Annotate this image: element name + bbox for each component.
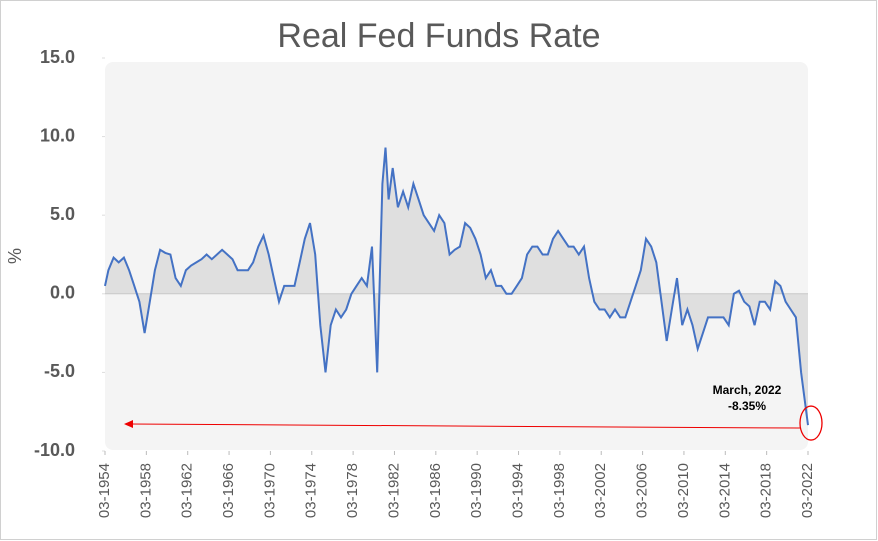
x-tick-label: 03-1954 [96,463,113,518]
arrow-line [129,423,801,429]
line [104,147,809,426]
x-tick-label: 03-2006 [634,463,651,518]
x-tick-label: 03-1994 [509,463,526,518]
y-tick-label: 5.0 [50,204,75,224]
x-tick-label: 03-1974 [303,463,320,518]
annotation-date: March, 2022 [713,383,782,397]
x-tick-label: 03-1982 [385,463,402,518]
annotation-value: -8.35% [728,399,766,413]
x-tick-label: 03-2014 [716,463,733,518]
x-tick-label: 03-1998 [551,463,568,518]
highlight-circle [799,405,823,441]
arrow-head [124,420,133,429]
x-tick-label: 03-2022 [799,463,816,518]
chart-title: Real Fed Funds Rate [277,17,600,55]
y-tick-label: -5.0 [44,361,75,381]
x-tick-label: 03-1970 [261,463,278,518]
x-tick-label: 03-2018 [758,463,775,518]
y-axis-label: % [5,248,25,264]
x-tick-label: 03-1990 [468,463,485,518]
area [105,147,808,426]
y-tick-label: 15.0 [40,47,75,67]
x-tick-label: 03-1962 [179,463,196,518]
x-tick-label: 03-2010 [675,463,692,518]
x-tick-label: 03-1986 [427,463,444,518]
x-tick-label: 03-2002 [592,463,609,518]
y-tick-label: 10.0 [40,125,75,145]
y-tick-label: -10.0 [34,440,75,460]
x-tick-label: 03-1978 [344,463,361,518]
y-tick-label: 0.0 [50,283,75,303]
x-tick-label: 03-1966 [220,463,237,518]
x-tick-label: 03-1958 [137,463,154,518]
